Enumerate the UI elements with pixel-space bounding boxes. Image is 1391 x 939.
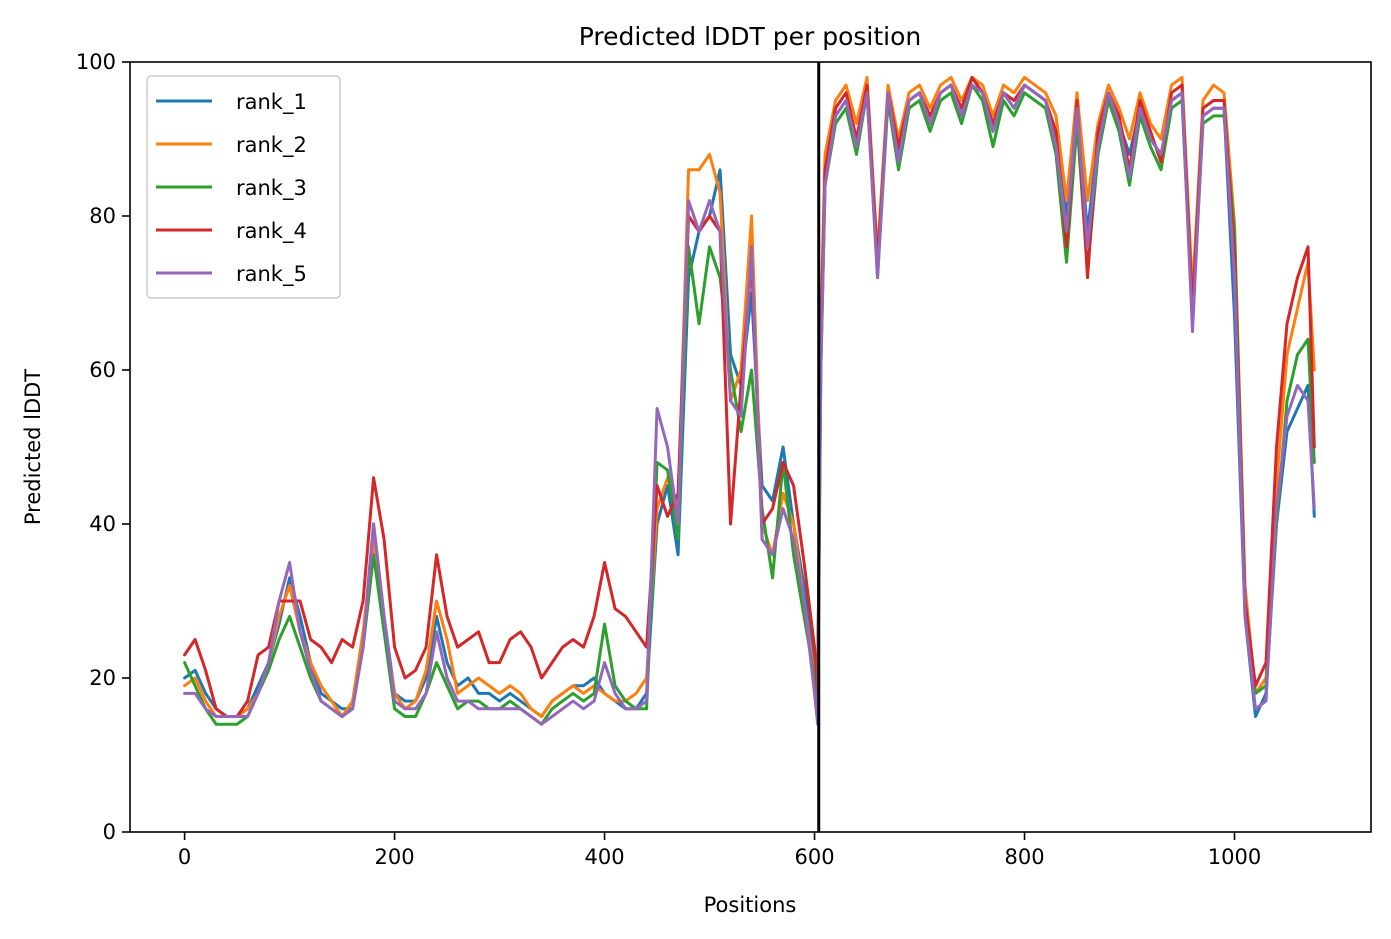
- y-axis: 0 20 40 60 80 100: [76, 50, 130, 844]
- series-layer: [183, 75, 1316, 726]
- x-tick-label: 0: [178, 845, 191, 869]
- y-tick-label: 100: [76, 50, 116, 74]
- series-line-rank_4: [183, 75, 1316, 718]
- series-line-rank_5: [183, 83, 1316, 726]
- legend-label-rank_4: rank_4: [236, 219, 307, 244]
- x-tick-label: 600: [794, 845, 834, 869]
- series-line-rank_2: [183, 75, 1316, 718]
- y-tick-label: 20: [89, 666, 116, 690]
- series-line-rank_1: [183, 75, 1316, 718]
- x-axis: 0 200 400 600 800 1000: [178, 832, 1261, 869]
- y-axis-title: Predicted lDDT: [21, 369, 45, 525]
- legend-label-rank_1: rank_1: [236, 90, 307, 115]
- y-tick-label: 40: [89, 512, 116, 536]
- x-tick-label: 800: [1004, 845, 1044, 869]
- legend-label-rank_2: rank_2: [236, 133, 307, 158]
- chart-title: Predicted lDDT per position: [579, 22, 921, 51]
- legend-items: rank_1 rank_2 rank_3 rank_4 rank_5: [156, 90, 307, 287]
- legend-box: [146, 75, 341, 299]
- x-tick-label: 1000: [1208, 845, 1261, 869]
- x-tick-label: 400: [585, 845, 625, 869]
- legend: rank_1 rank_2 rank_3 rank_4 rank_5: [146, 75, 341, 299]
- x-axis-title: Positions: [704, 893, 797, 917]
- y-tick-label: 60: [89, 358, 116, 382]
- x-tick-label: 200: [375, 845, 415, 869]
- y-tick-label: 80: [89, 204, 116, 228]
- y-tick-label: 0: [103, 820, 116, 844]
- plot-frame: [129, 61, 1372, 833]
- legend-label-rank_3: rank_3: [236, 176, 307, 201]
- series-line-rank_3: [183, 83, 1316, 726]
- legend-label-rank_5: rank_5: [236, 262, 307, 287]
